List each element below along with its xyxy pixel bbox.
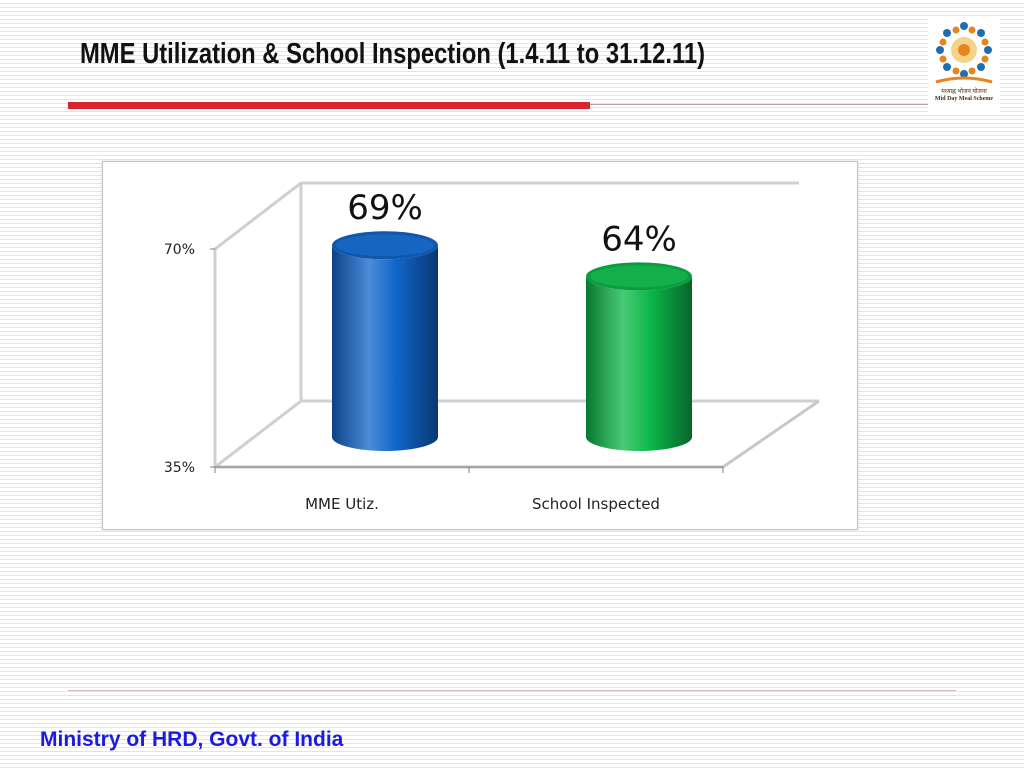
logo-caption-english: Mid Day Meal Scheme [934, 96, 994, 102]
bar-top-highlight [590, 265, 688, 288]
logo-caption-hindi: मध्याह्न भोजन योजना [941, 89, 987, 95]
slide-title: MME Utilization & School Inspection (1.4… [80, 38, 706, 70]
logo-emblem-icon [935, 22, 993, 84]
chart-back-wall [213, 181, 799, 467]
chart-frame: 70% 35% MME Utiz. School Inspected 69% 64% [102, 161, 858, 530]
data-label: 69% [347, 188, 423, 228]
y-tick-label: 35% [164, 460, 195, 476]
bar-body [586, 276, 692, 451]
bar-top-highlight [336, 234, 434, 257]
bar-cylinder [332, 231, 438, 451]
footer-rule [68, 690, 956, 691]
chart-floor-front [215, 399, 820, 469]
title-rule [68, 102, 590, 109]
bar-chart: 70% 35% MME Utiz. School Inspected 69% 64% [164, 181, 820, 513]
y-tick-label: 70% [164, 242, 195, 258]
mid-day-meal-logo: मध्याह्न भोजन योजना Mid Day Meal Scheme [928, 18, 1000, 114]
data-label: 64% [601, 219, 677, 259]
chart-floor-back [214, 399, 819, 469]
x-tick-label: MME Utiz. [305, 495, 379, 513]
bar-cylinder [586, 262, 692, 451]
x-tick-label: School Inspected [532, 495, 660, 513]
title-rule-extension [590, 104, 930, 105]
footer-text: Ministry of HRD, Govt. of India [40, 728, 344, 751]
bar-body [332, 245, 438, 451]
